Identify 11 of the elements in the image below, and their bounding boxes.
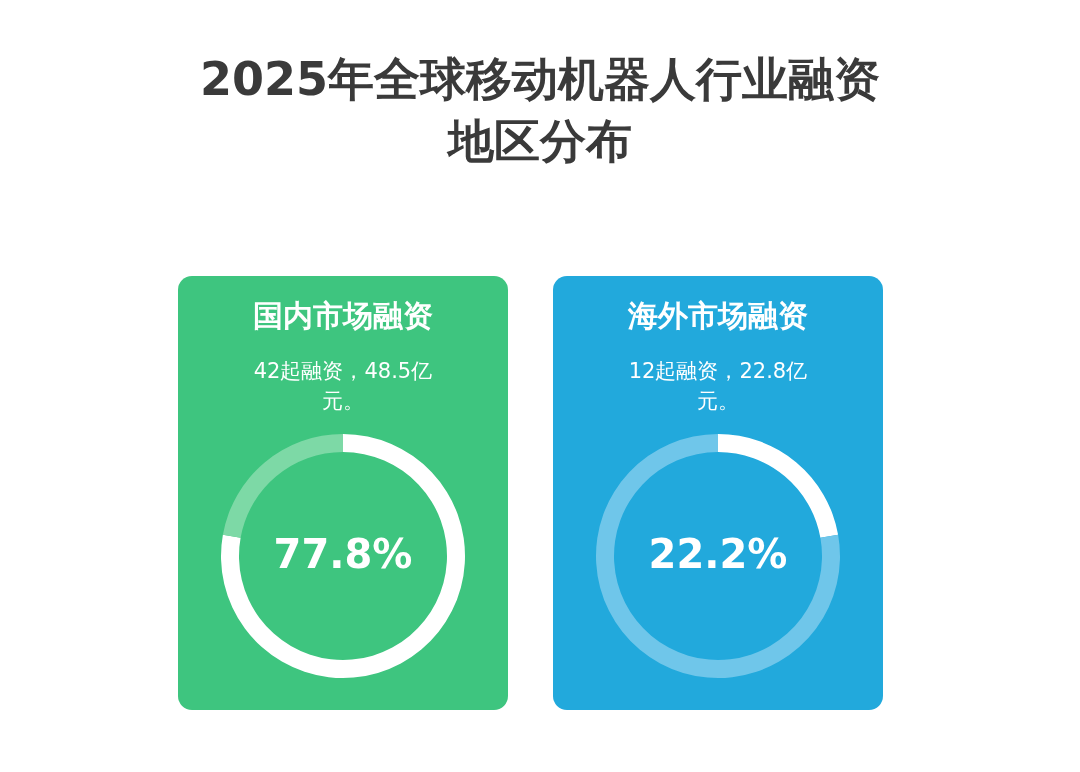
chart-subtitle: 42起融资，48.5亿元。 <box>252 358 434 415</box>
donut-slice <box>222 434 343 538</box>
chart-title: 国内市场融资 <box>252 297 434 335</box>
donut-slice <box>596 434 840 678</box>
data-label: 22.2% <box>648 531 788 577</box>
donut-slice <box>718 434 839 538</box>
donut-slice <box>221 434 465 678</box>
chart-title: 海外市场融资 <box>627 297 809 335</box>
text: 2025年全球移动机器人行业融资地区分布 <box>199 51 881 170</box>
data-label: 77.8% <box>273 531 413 577</box>
chart-subtitle: 12起融资，22.8亿元。 <box>627 358 809 415</box>
